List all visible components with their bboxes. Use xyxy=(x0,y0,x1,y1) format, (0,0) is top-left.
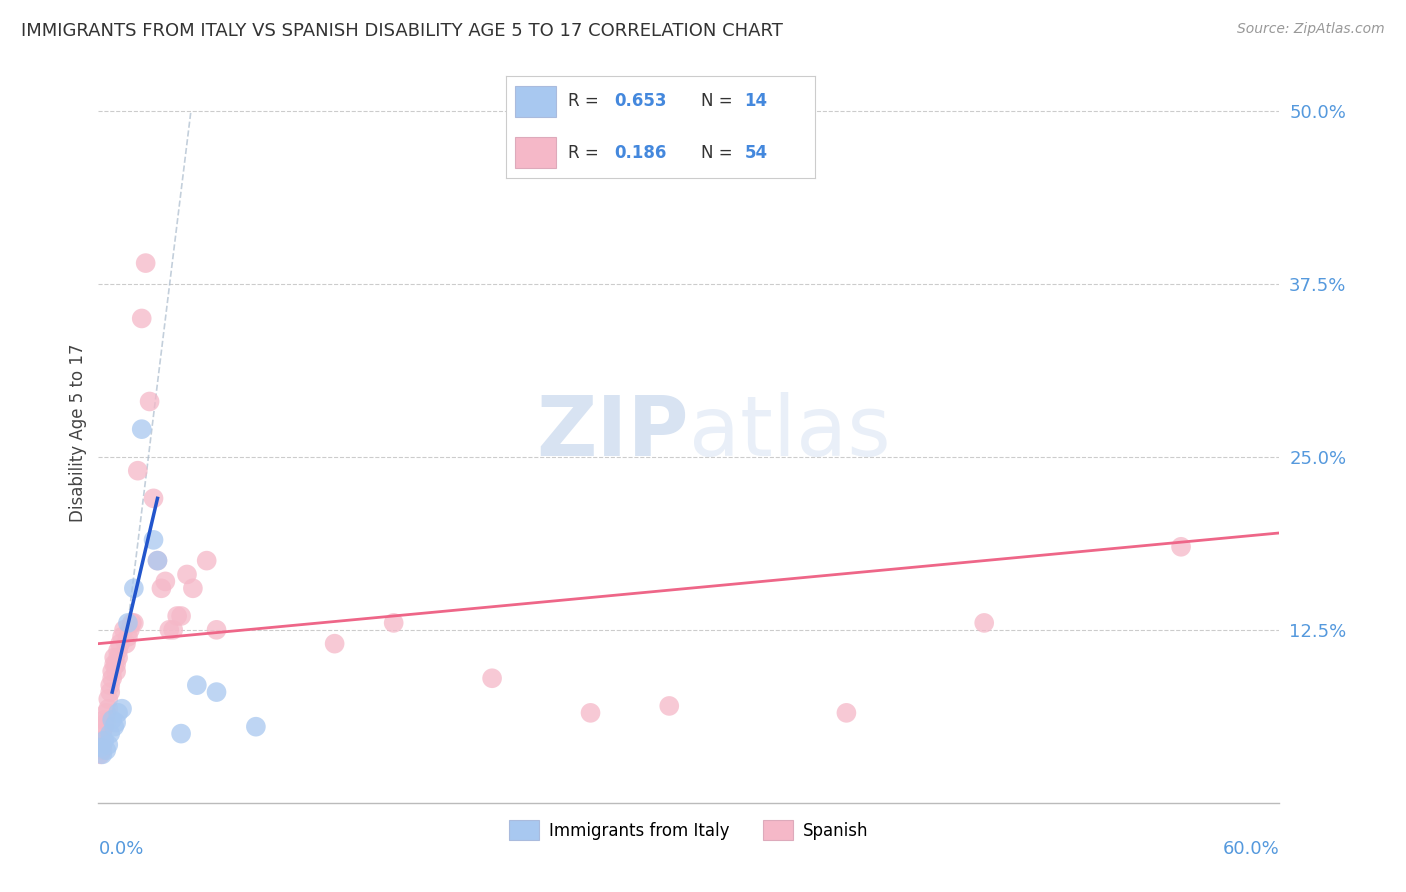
Text: R =: R = xyxy=(568,144,605,161)
Point xyxy=(93,733,115,747)
Text: 14: 14 xyxy=(744,93,768,111)
Y-axis label: Disability Age 5 to 17: Disability Age 5 to 17 xyxy=(69,343,87,522)
Point xyxy=(89,747,111,762)
Point xyxy=(101,671,124,685)
Point xyxy=(107,706,129,720)
Point xyxy=(101,665,124,679)
Text: ZIP: ZIP xyxy=(537,392,689,473)
Point xyxy=(150,582,173,596)
Point xyxy=(142,491,165,506)
Text: R =: R = xyxy=(568,93,605,111)
Point xyxy=(135,256,157,270)
Point xyxy=(138,394,160,409)
Point xyxy=(481,671,503,685)
Point xyxy=(170,609,193,624)
Point xyxy=(131,422,153,436)
Point xyxy=(89,733,111,747)
Point xyxy=(111,630,134,644)
Point xyxy=(122,582,145,596)
Point xyxy=(205,685,228,699)
Point xyxy=(103,720,125,734)
Text: 60.0%: 60.0% xyxy=(1223,840,1279,858)
Point xyxy=(93,713,115,727)
Text: 0.653: 0.653 xyxy=(614,93,666,111)
Point xyxy=(117,615,139,630)
Point xyxy=(205,623,228,637)
Point xyxy=(186,678,208,692)
Point xyxy=(96,743,118,757)
Text: IMMIGRANTS FROM ITALY VS SPANISH DISABILITY AGE 5 TO 17 CORRELATION CHART: IMMIGRANTS FROM ITALY VS SPANISH DISABIL… xyxy=(21,22,783,40)
Point xyxy=(115,637,138,651)
Point xyxy=(1170,540,1192,554)
Point xyxy=(96,715,118,730)
Point xyxy=(122,615,145,630)
Point xyxy=(103,650,125,665)
Point xyxy=(111,702,134,716)
Point xyxy=(107,643,129,657)
Text: Source: ZipAtlas.com: Source: ZipAtlas.com xyxy=(1237,22,1385,37)
Point xyxy=(97,738,120,752)
Text: atlas: atlas xyxy=(689,392,890,473)
Point xyxy=(162,623,184,637)
Point xyxy=(107,650,129,665)
Point xyxy=(658,698,681,713)
Point xyxy=(118,623,141,637)
Point xyxy=(101,713,124,727)
Point xyxy=(323,637,346,651)
Point xyxy=(117,630,139,644)
Text: 0.186: 0.186 xyxy=(614,144,666,161)
Text: 0.0%: 0.0% xyxy=(98,840,143,858)
Point xyxy=(121,615,143,630)
Point xyxy=(91,747,114,762)
Point xyxy=(142,533,165,547)
Point xyxy=(579,706,602,720)
Bar xyxy=(516,137,555,168)
Legend: Immigrants from Italy, Spanish: Immigrants from Italy, Spanish xyxy=(502,814,876,847)
Point xyxy=(93,720,115,734)
Point xyxy=(127,464,149,478)
Point xyxy=(105,657,128,672)
Text: 54: 54 xyxy=(744,144,768,161)
Point xyxy=(91,726,114,740)
Point xyxy=(155,574,177,589)
Point xyxy=(89,740,111,755)
Point xyxy=(146,554,169,568)
Point xyxy=(973,615,995,630)
Point xyxy=(105,715,128,730)
Point xyxy=(146,554,169,568)
Point xyxy=(97,702,120,716)
Point xyxy=(195,554,218,568)
Point xyxy=(105,665,128,679)
Point xyxy=(98,678,121,692)
Point xyxy=(112,623,135,637)
Point xyxy=(108,637,131,651)
Point xyxy=(176,567,198,582)
Bar xyxy=(516,87,555,117)
Point xyxy=(89,740,111,755)
Point xyxy=(835,706,858,720)
Point xyxy=(181,582,204,596)
Point xyxy=(131,311,153,326)
Text: N =: N = xyxy=(702,144,738,161)
Point xyxy=(97,692,120,706)
Point xyxy=(157,623,180,637)
Point xyxy=(103,657,125,672)
Point xyxy=(98,685,121,699)
Text: N =: N = xyxy=(702,93,738,111)
Point xyxy=(98,726,121,740)
Point xyxy=(96,706,118,720)
Point xyxy=(245,720,267,734)
Point xyxy=(91,738,114,752)
Point xyxy=(166,609,188,624)
Point xyxy=(382,615,405,630)
Point xyxy=(91,743,114,757)
Point xyxy=(170,726,193,740)
